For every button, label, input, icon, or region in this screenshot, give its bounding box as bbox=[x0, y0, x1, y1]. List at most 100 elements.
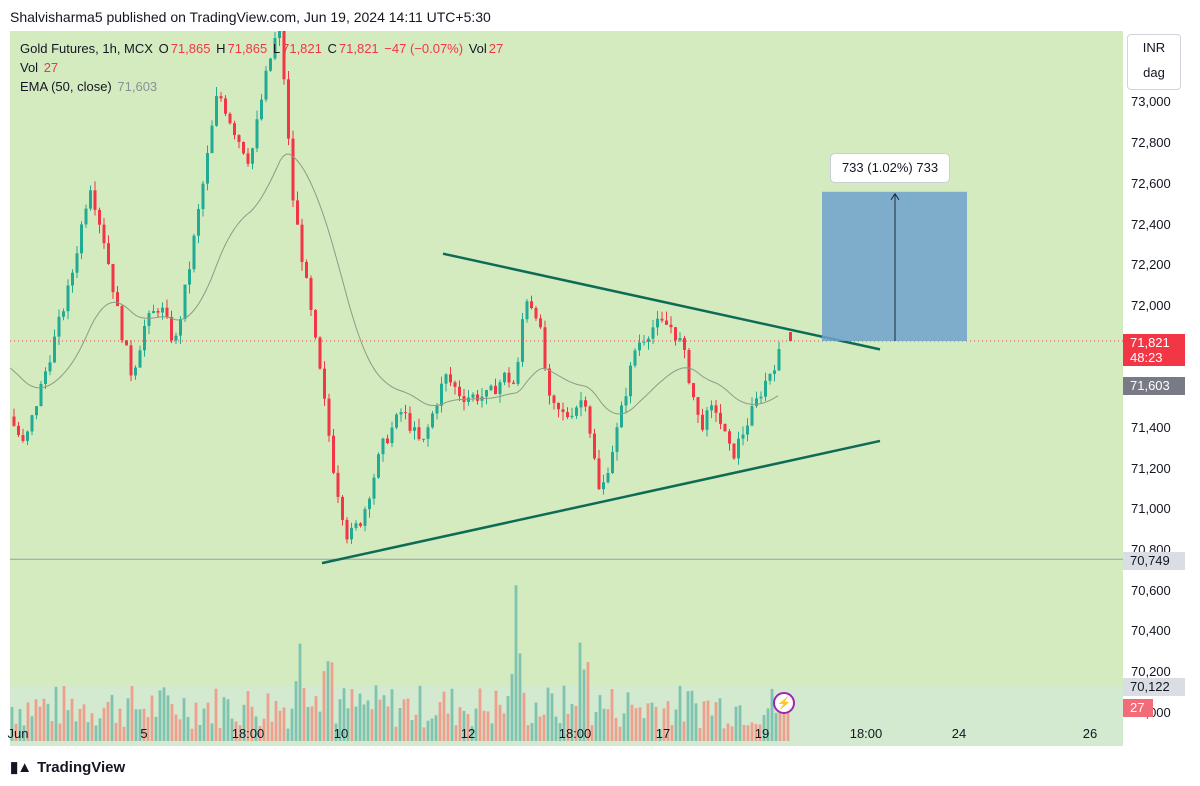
candle-body bbox=[363, 509, 367, 526]
currency-selector[interactable]: INR dag bbox=[1127, 34, 1181, 90]
volume-bar bbox=[450, 688, 454, 741]
volume-bar bbox=[206, 702, 210, 741]
candle-body bbox=[503, 372, 506, 383]
candle-body bbox=[165, 307, 169, 317]
volume-bar bbox=[30, 716, 34, 741]
volume-bar bbox=[22, 725, 26, 741]
volume-bar bbox=[578, 642, 582, 741]
volume-bar bbox=[694, 703, 698, 741]
legend-ema-label: EMA (50, close) bbox=[20, 79, 112, 94]
x-axis-label: 10 bbox=[333, 726, 349, 741]
candle-body bbox=[53, 336, 56, 363]
candle-body bbox=[737, 438, 740, 459]
candle-body bbox=[539, 318, 542, 328]
price-chart[interactable] bbox=[10, 31, 1123, 746]
legend-low-label: L bbox=[272, 41, 281, 56]
volume-bar bbox=[250, 706, 254, 741]
volume-bar bbox=[106, 701, 110, 741]
volume-bar bbox=[634, 708, 638, 741]
candle-body bbox=[638, 342, 641, 351]
volume-bar bbox=[714, 702, 718, 741]
candle-body bbox=[588, 406, 592, 434]
volume-bar bbox=[594, 712, 598, 741]
volume-bar bbox=[406, 698, 410, 741]
volume-bar bbox=[638, 707, 642, 741]
flash-icon[interactable]: ⚡ bbox=[773, 692, 795, 714]
candle-body bbox=[98, 209, 101, 225]
x-axis-label: 18:00 bbox=[231, 726, 265, 741]
candle-body bbox=[701, 414, 704, 430]
candle-body bbox=[368, 498, 371, 510]
candle-body bbox=[494, 385, 497, 395]
candle-body bbox=[48, 362, 52, 372]
trendline-lower bbox=[321, 439, 881, 565]
volume-bar bbox=[54, 686, 58, 741]
candle-body bbox=[408, 413, 412, 431]
candle-body bbox=[21, 435, 25, 441]
volume-bar bbox=[50, 721, 54, 741]
volume-bar bbox=[146, 717, 150, 741]
volume-bar bbox=[750, 722, 754, 741]
candle-body bbox=[476, 394, 479, 401]
volume-bar bbox=[258, 726, 262, 741]
candle-body bbox=[134, 367, 137, 376]
volume-bar bbox=[194, 702, 198, 741]
candle-body bbox=[728, 431, 731, 444]
candle-body bbox=[327, 398, 331, 436]
x-axis-label: 5 bbox=[140, 726, 148, 741]
candle-body bbox=[273, 37, 277, 59]
volume-bar bbox=[526, 725, 530, 741]
candle-body bbox=[674, 327, 677, 341]
candle-body bbox=[62, 311, 65, 317]
chart-area[interactable] bbox=[10, 31, 1123, 746]
candle-body bbox=[228, 113, 232, 124]
candle-body bbox=[768, 373, 772, 381]
candle-body bbox=[683, 338, 686, 350]
volume-bar bbox=[530, 722, 534, 741]
x-axis-label: 26 bbox=[1082, 726, 1098, 741]
candle-body bbox=[89, 190, 92, 209]
candle-body bbox=[471, 394, 475, 398]
legend-low-value: 71,821 bbox=[282, 41, 322, 56]
volume-bar bbox=[178, 719, 182, 741]
candle-body bbox=[660, 318, 664, 321]
candle-body bbox=[183, 284, 187, 319]
candle-body bbox=[30, 415, 34, 432]
candle-body bbox=[237, 135, 241, 142]
x-axis-label: 18:00 bbox=[849, 726, 883, 741]
candle-body bbox=[39, 383, 43, 407]
volume-bar bbox=[246, 691, 250, 741]
candle-body bbox=[296, 200, 299, 225]
currency-period[interactable]: dag bbox=[1143, 65, 1165, 80]
candle-body bbox=[516, 361, 520, 384]
candle-body bbox=[611, 451, 614, 474]
candle-body bbox=[395, 414, 398, 428]
candle-body bbox=[107, 243, 110, 264]
candle-body bbox=[719, 412, 722, 424]
candle-body bbox=[224, 98, 227, 114]
candle-body bbox=[458, 386, 461, 397]
y-axis-label: 72,200 bbox=[1131, 257, 1171, 272]
volume-bar bbox=[362, 704, 366, 741]
candle-body bbox=[116, 292, 119, 307]
y-axis-label: 70,400 bbox=[1131, 623, 1171, 638]
candle-body bbox=[125, 340, 128, 346]
candle-body bbox=[620, 405, 623, 428]
volume-bar bbox=[678, 685, 682, 741]
candle-body bbox=[530, 301, 533, 309]
y-axis-label: 70,600 bbox=[1131, 583, 1171, 598]
candle-body bbox=[242, 141, 245, 154]
candle-body bbox=[314, 309, 317, 338]
volume-bar bbox=[778, 708, 782, 741]
candle-body bbox=[255, 119, 259, 149]
volume-bar bbox=[706, 700, 710, 741]
volume-bar bbox=[754, 723, 758, 741]
candle-body bbox=[309, 277, 313, 310]
measure-label[interactable]: 733 (1.02%) 733 bbox=[830, 153, 950, 183]
candle-body bbox=[575, 407, 578, 416]
footer-brand: ▮▲ TradingView bbox=[10, 758, 125, 776]
volume-bar bbox=[622, 713, 626, 741]
currency-unit[interactable]: INR bbox=[1142, 40, 1166, 55]
candle-body bbox=[498, 382, 502, 395]
x-axis-label: 17 bbox=[655, 726, 671, 741]
